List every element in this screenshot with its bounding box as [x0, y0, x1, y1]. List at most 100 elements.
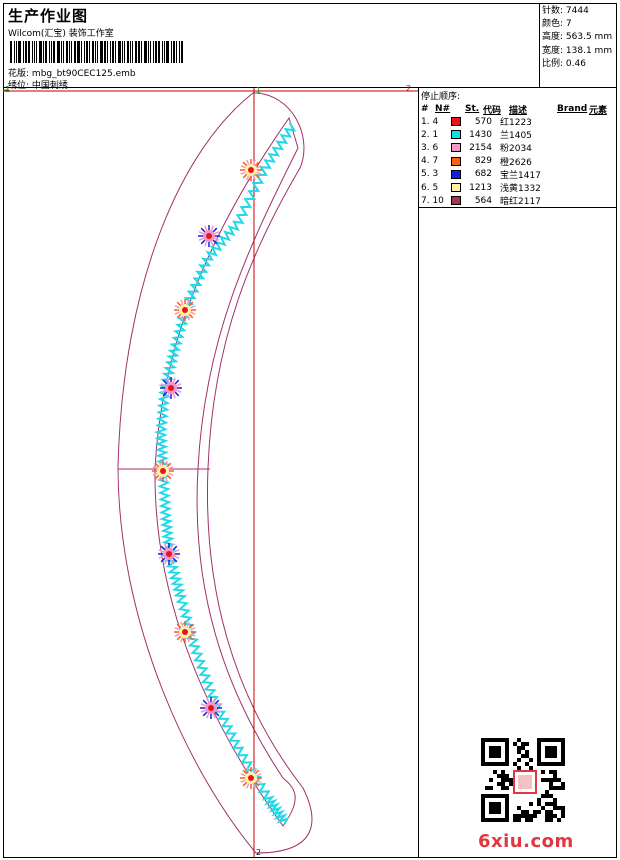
row-seq: 4. 7	[421, 156, 439, 167]
barcode-bar	[162, 41, 163, 63]
sequence-row: 6. 5 1213 浅黄1332	[419, 181, 617, 195]
header-divider-vertical	[539, 3, 540, 88]
barcode-bar	[130, 41, 131, 63]
row-description: 浅黄1332	[500, 184, 541, 195]
col-st: St.	[465, 104, 480, 114]
design-height: 高度: 563.5 mm	[542, 32, 613, 43]
barcode-bar	[18, 41, 21, 63]
barcode-bar	[115, 41, 116, 63]
sequence-header: # N# St. 代码 描述 Brand 元素	[419, 103, 617, 116]
barcode-bar	[112, 41, 114, 63]
marker-top-right: 2	[406, 84, 412, 93]
barcode-bar	[122, 41, 123, 63]
barcode-bar	[104, 41, 106, 63]
col-element: 元素	[589, 105, 608, 116]
embroidery-drawing	[3, 88, 419, 858]
file-row: 花版: mbg_bt90CEC125.emb	[8, 66, 136, 79]
col-code: 代码	[483, 105, 502, 116]
barcode-bar	[164, 41, 165, 63]
marker-top-mid: 1	[256, 86, 262, 95]
barcode-bar	[66, 41, 68, 63]
barcode-bar	[61, 41, 62, 63]
barcode-bar	[95, 41, 96, 63]
row-stitches: 1213	[469, 182, 492, 193]
row-description: 暗红2117	[500, 197, 541, 208]
barcode-bar	[97, 41, 98, 63]
color-swatch	[451, 156, 461, 166]
barcode-bar	[89, 41, 90, 63]
barcode-bar	[150, 41, 151, 63]
row-description: 兰1405	[500, 131, 532, 142]
barcode-bar	[14, 41, 15, 63]
barcode-bar	[135, 41, 137, 63]
barcode-bar	[155, 41, 157, 63]
watermark: 6xiu.com	[478, 831, 574, 852]
barcode-bar	[110, 41, 111, 63]
sequence-row: 7. 10 564 暗红2117	[419, 194, 617, 208]
color-swatch	[451, 143, 461, 153]
row-description: 红1223	[500, 118, 532, 129]
stats-panel: 针数: 7444 颜色: 7 高度: 563.5 mm 宽度: 138.1 mm…	[542, 5, 612, 71]
flower-motif	[200, 697, 222, 719]
color-swatch	[451, 169, 461, 179]
position-value: 中国刺绣	[31, 81, 68, 91]
row-stitches: 564	[474, 195, 492, 206]
barcode-bar	[124, 41, 125, 63]
barcode-bar	[81, 41, 82, 63]
barcode-bar	[148, 41, 149, 63]
barcode-bar	[158, 41, 160, 63]
barcode-bar	[153, 41, 154, 63]
row-description: 粉2034	[500, 144, 532, 155]
row-seq: 2. 1	[421, 129, 439, 140]
design-width: 宽度: 138.1 mm	[542, 45, 613, 56]
barcode-bar	[51, 41, 52, 63]
barcode-bar	[10, 41, 12, 63]
barcode-bar	[25, 41, 27, 63]
design-canvas	[3, 88, 419, 858]
barcode-bar	[176, 41, 177, 63]
sequence-row: 2. 1 1430 兰1405	[419, 128, 617, 142]
barcode-bar	[127, 41, 129, 63]
barcode-bar	[86, 41, 88, 63]
col-brand: Brand	[557, 104, 588, 114]
row-stitches: 2154	[469, 142, 492, 153]
barcode-bar	[141, 41, 142, 63]
qr-code-graphic	[481, 738, 565, 822]
flower-motif	[174, 299, 196, 321]
panel-divider	[418, 88, 419, 858]
barcode-bar	[39, 41, 42, 63]
barcode-bar	[77, 41, 80, 63]
header-left: 生产作业图 Wilcom(汇宝) 装饰工作室 花版: mbg_bt90CEC12…	[4, 4, 539, 91]
barcode-bar	[23, 41, 24, 63]
row-description: 宝兰1417	[500, 170, 541, 181]
flower-motifs	[152, 159, 262, 789]
barcode-bar	[179, 41, 180, 63]
barcode-bar	[32, 41, 33, 63]
sequence-row: 3. 6 2154 粉2034	[419, 141, 617, 155]
barcode-bar	[57, 41, 60, 63]
barcode-bar	[43, 41, 44, 63]
barcode-bar	[34, 41, 35, 63]
barcode-bar	[63, 41, 64, 63]
sequence-row: 4. 7 829 橙2626	[419, 155, 617, 168]
sequence-rows: 1. 4 570 红1223 2. 1 1430 兰1405 3. 6 2154 粉2034 4.…	[419, 115, 617, 208]
flower-motif	[160, 377, 182, 399]
flower-motif	[240, 767, 262, 789]
header-divider-horizontal	[3, 87, 617, 88]
barcode-bar	[138, 41, 140, 63]
row-stitches: 682	[474, 169, 492, 180]
flower-motif	[198, 225, 220, 247]
row-seq: 1. 4	[421, 116, 439, 127]
flower-motif	[158, 543, 180, 565]
stitch-count: 针数: 7444	[542, 6, 589, 16]
subtitle: Wilcom(汇宝) 装饰工作室	[8, 29, 114, 39]
barcode-bar	[173, 41, 175, 63]
barcode-bar	[171, 41, 172, 63]
barcode-bar	[107, 41, 108, 63]
barcode-bar	[49, 41, 50, 63]
file-value: mbg_bt90CEC125.emb	[31, 69, 136, 79]
sequence-row: 5. 3 682 宝兰1417	[419, 168, 617, 181]
barcode-bar	[181, 41, 183, 63]
color-swatch	[451, 183, 461, 193]
barcode-bar	[118, 41, 121, 63]
